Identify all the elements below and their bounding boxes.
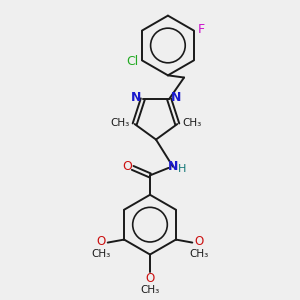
- Text: N: N: [171, 91, 181, 104]
- Text: O: O: [97, 236, 106, 248]
- Text: CH₃: CH₃: [189, 249, 208, 259]
- Text: N: N: [168, 160, 178, 173]
- Text: O: O: [122, 160, 132, 173]
- Text: CH₃: CH₃: [182, 118, 201, 128]
- Text: CH₃: CH₃: [111, 118, 130, 128]
- Text: O: O: [146, 272, 154, 285]
- Text: CH₃: CH₃: [140, 285, 160, 295]
- Text: Cl: Cl: [126, 55, 139, 68]
- Text: N: N: [131, 91, 141, 104]
- Text: F: F: [198, 23, 205, 36]
- Text: O: O: [194, 236, 203, 248]
- Text: CH₃: CH₃: [92, 249, 111, 259]
- Text: H: H: [178, 164, 186, 174]
